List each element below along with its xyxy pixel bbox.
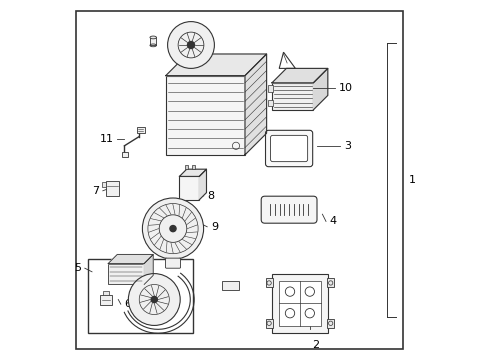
Bar	[88, 259, 193, 333]
Polygon shape	[108, 255, 153, 264]
Bar	[327, 319, 334, 328]
Bar	[179, 176, 199, 200]
Bar	[137, 127, 145, 133]
Polygon shape	[272, 68, 328, 83]
FancyBboxPatch shape	[166, 258, 180, 268]
Bar	[166, 76, 245, 155]
Circle shape	[151, 296, 157, 303]
Bar	[106, 181, 120, 196]
Text: 1: 1	[409, 175, 416, 185]
Bar	[279, 281, 320, 326]
Text: 10: 10	[339, 83, 353, 93]
Polygon shape	[199, 169, 206, 200]
Text: 11: 11	[99, 134, 114, 144]
Bar	[272, 83, 314, 110]
Text: 7: 7	[92, 186, 99, 196]
Bar	[221, 281, 239, 290]
Bar	[272, 274, 328, 333]
Bar	[192, 165, 195, 169]
Ellipse shape	[150, 36, 156, 39]
Circle shape	[188, 41, 195, 49]
FancyBboxPatch shape	[270, 135, 308, 162]
Circle shape	[143, 198, 204, 259]
Text: 2: 2	[312, 340, 319, 350]
FancyBboxPatch shape	[266, 130, 313, 167]
Text: 5: 5	[74, 263, 81, 273]
Text: 4: 4	[330, 216, 337, 226]
Circle shape	[168, 22, 215, 68]
Bar	[103, 291, 109, 295]
Bar	[266, 278, 273, 287]
Bar	[100, 295, 112, 305]
Polygon shape	[314, 68, 328, 110]
Polygon shape	[245, 54, 267, 155]
Circle shape	[170, 225, 176, 232]
Text: 8: 8	[207, 191, 214, 201]
Polygon shape	[144, 255, 153, 284]
Bar	[269, 100, 273, 106]
Bar	[269, 85, 273, 92]
Bar	[185, 165, 188, 169]
Text: 9: 9	[211, 222, 218, 232]
Polygon shape	[166, 54, 267, 76]
FancyBboxPatch shape	[261, 196, 317, 223]
Bar	[150, 37, 156, 45]
Polygon shape	[179, 169, 206, 176]
Bar	[327, 278, 334, 287]
Circle shape	[128, 274, 180, 325]
Text: 3: 3	[344, 141, 351, 151]
Bar	[122, 152, 128, 157]
Bar	[108, 264, 144, 284]
Bar	[102, 182, 106, 187]
Text: 6: 6	[124, 299, 131, 309]
Bar	[266, 319, 273, 328]
